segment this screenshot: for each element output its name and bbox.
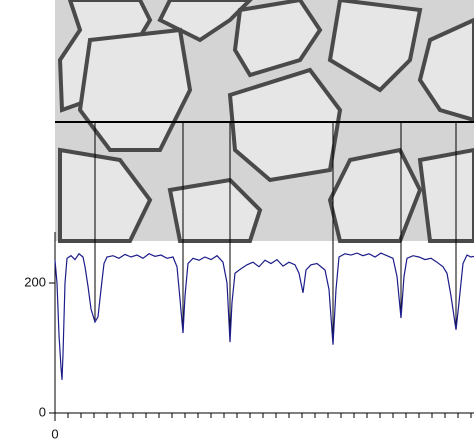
profile-line xyxy=(54,252,474,380)
x-tick-label: 0 xyxy=(51,426,58,441)
micrograph xyxy=(55,0,474,343)
y-tick-label: 200 xyxy=(24,274,46,289)
y-tick-label: 0 xyxy=(39,404,46,419)
